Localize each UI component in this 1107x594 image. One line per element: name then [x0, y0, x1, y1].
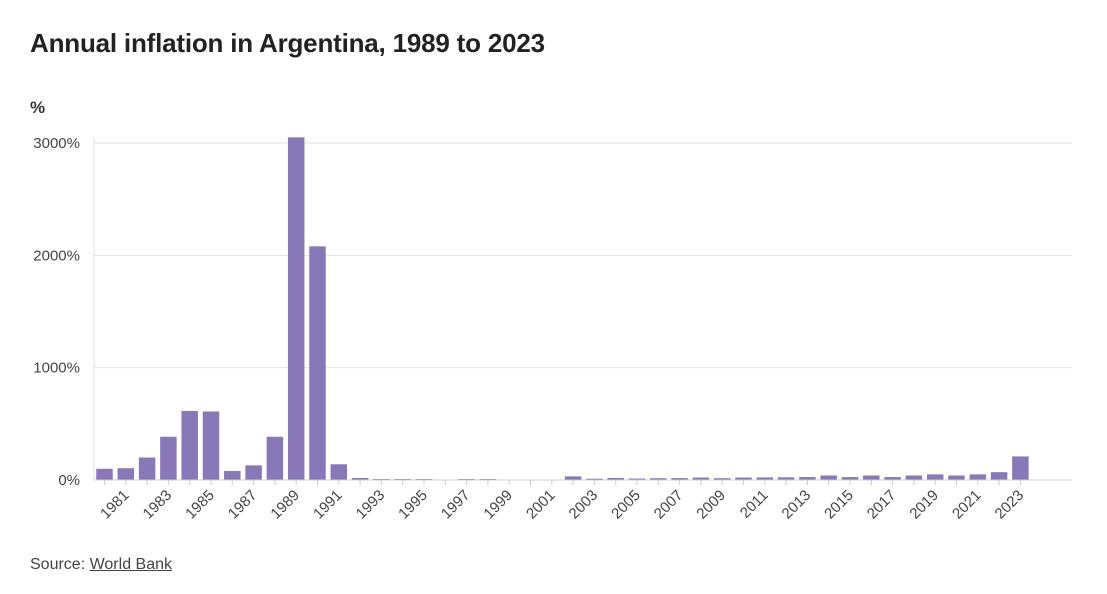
bar-1984	[181, 410, 198, 480]
axes	[93, 137, 1072, 485]
bar-2016	[863, 475, 880, 480]
x-tick-label: 2015	[821, 487, 857, 523]
x-tick-label: 2013	[779, 487, 815, 523]
x-tick-label: 2001	[523, 487, 559, 523]
y-tick-label: 3000%	[33, 135, 80, 152]
bar-2017	[884, 477, 901, 480]
source-note: Source: World Bank	[30, 556, 172, 574]
x-tick-label: 1991	[310, 487, 346, 523]
bar-1982	[138, 457, 156, 480]
chart-title: Annual inflation in Argentina, 1989 to 2…	[30, 28, 545, 58]
bar-1991	[330, 464, 348, 480]
bar-1987	[245, 465, 262, 480]
bar-1988	[266, 436, 284, 480]
bar-2012	[777, 477, 795, 480]
y-tick-label: 1000%	[33, 360, 80, 377]
bar-2023	[1012, 456, 1029, 480]
x-tick-label: 1993	[353, 487, 389, 523]
x-tick-label: 1997	[438, 487, 474, 523]
bar-2010	[735, 477, 752, 480]
bar-2021	[969, 474, 987, 480]
bar-1992	[351, 477, 369, 480]
x-tick-label: 1987	[225, 487, 261, 523]
bar-2002	[564, 476, 582, 480]
bar-1989	[287, 137, 305, 480]
x-tick-label: 1981	[97, 487, 133, 523]
bar-1980	[96, 468, 113, 480]
x-tick-label: 2021	[949, 487, 985, 523]
bar-2013	[799, 477, 816, 480]
bar-1983	[160, 436, 177, 480]
bar-2020	[948, 475, 965, 480]
bar-1990	[309, 246, 326, 480]
bar-2006	[650, 478, 667, 480]
bar-2022	[990, 472, 1008, 480]
x-tick-label: 2003	[566, 487, 602, 523]
gridlines	[94, 142, 1072, 369]
x-tick-label: 2011	[737, 487, 772, 522]
bar-1986	[224, 471, 241, 480]
x-tick-label: 1983	[140, 487, 176, 523]
x-tick-label: 1985	[182, 487, 218, 523]
bar-2005	[628, 478, 646, 480]
x-tick-label: 2019	[906, 487, 942, 523]
x-tick-label: 2007	[651, 487, 687, 523]
source-prefix: Source:	[30, 556, 90, 573]
bar-2003	[586, 478, 603, 480]
bar-2008	[692, 477, 710, 480]
bar-2011	[756, 477, 774, 480]
bar-2018	[905, 475, 923, 480]
bar-2014	[820, 475, 837, 480]
bar-2007	[671, 478, 688, 480]
bar-2015	[841, 477, 859, 480]
x-tick-label: 2017	[864, 487, 900, 523]
x-tick-label: 1995	[395, 487, 431, 523]
x-tick-label: 2005	[608, 487, 644, 523]
x-tick-label: 2009	[693, 487, 729, 523]
y-tick-label: 0%	[58, 472, 80, 489]
bar-2004	[607, 477, 624, 480]
y-tick-label: 2000%	[33, 247, 80, 264]
x-tick-label: 1989	[267, 487, 303, 523]
bar-1981	[117, 468, 135, 480]
source-link[interactable]: World Bank	[89, 556, 172, 573]
bar-2009	[713, 478, 731, 480]
bars	[96, 137, 1029, 480]
bar-2019	[926, 474, 944, 480]
x-tick-label: 2023	[992, 487, 1028, 523]
bar-1985	[202, 411, 220, 480]
y-axis-unit-label: %	[30, 98, 46, 117]
x-tick-label: 1999	[480, 487, 516, 523]
